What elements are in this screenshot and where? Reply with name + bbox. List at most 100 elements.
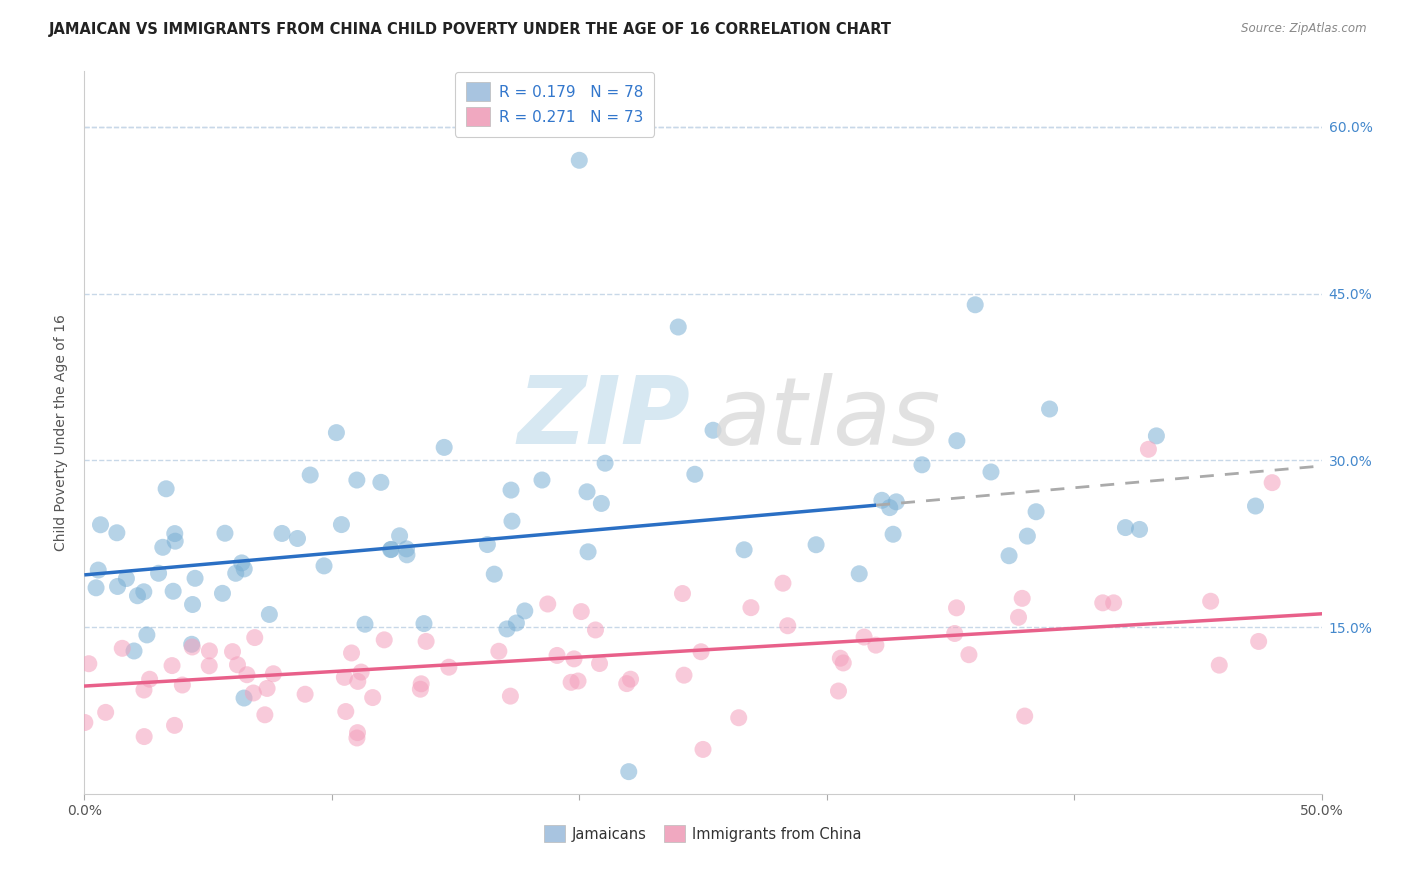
Point: [879, 500, 901, 515]
Point: [499, 483, 522, 497]
Point: [591, 496, 613, 510]
Point: [350, 665, 373, 679]
Point: [911, 458, 934, 472]
Point: [499, 689, 522, 703]
Point: [484, 567, 506, 582]
Point: [132, 584, 155, 599]
Point: [562, 652, 585, 666]
Point: [138, 672, 160, 686]
Point: [122, 644, 145, 658]
Point: [537, 597, 560, 611]
Point: [198, 658, 221, 673]
Point: [87, 563, 110, 577]
Point: [163, 526, 186, 541]
Point: [214, 526, 236, 541]
Point: [388, 529, 411, 543]
Point: [333, 670, 356, 684]
Point: [702, 423, 724, 437]
Point: [593, 456, 616, 470]
Point: [567, 673, 589, 688]
Point: [415, 634, 437, 648]
Point: [330, 517, 353, 532]
Point: [433, 441, 456, 455]
Point: [848, 566, 870, 581]
Y-axis label: Child Poverty Under the Age of 16: Child Poverty Under the Age of 16: [53, 314, 67, 551]
Point: [546, 648, 568, 663]
Point: [496, 622, 519, 636]
Point: [1247, 634, 1270, 648]
Point: [945, 600, 967, 615]
Point: [89, 517, 111, 532]
Point: [211, 586, 233, 600]
Point: [1208, 658, 1230, 673]
Point: [221, 645, 243, 659]
Point: [576, 484, 599, 499]
Point: [127, 589, 149, 603]
Point: [325, 425, 347, 440]
Point: [617, 764, 640, 779]
Point: [84, 581, 107, 595]
Point: [380, 542, 402, 557]
Point: [346, 473, 368, 487]
Point: [671, 586, 693, 600]
Point: [256, 681, 278, 696]
Point: [513, 604, 536, 618]
Point: [1137, 442, 1160, 457]
Point: [233, 562, 256, 576]
Point: [77, 657, 100, 671]
Point: [569, 605, 592, 619]
Point: [312, 558, 335, 573]
Point: [271, 526, 294, 541]
Point: [772, 576, 794, 591]
Point: [560, 675, 582, 690]
Point: [672, 668, 695, 682]
Point: [568, 153, 591, 168]
Point: [832, 656, 855, 670]
Point: [1128, 523, 1150, 537]
Point: [299, 468, 322, 483]
Point: [488, 644, 510, 658]
Point: [373, 632, 395, 647]
Point: [411, 677, 433, 691]
Point: [242, 686, 264, 700]
Text: ZIP: ZIP: [517, 372, 690, 464]
Point: [882, 527, 904, 541]
Point: [160, 658, 183, 673]
Point: [1091, 596, 1114, 610]
Point: [1244, 499, 1267, 513]
Point: [477, 537, 499, 551]
Point: [346, 725, 368, 739]
Point: [395, 548, 418, 562]
Point: [395, 541, 418, 556]
Point: [1011, 591, 1033, 606]
Point: [253, 707, 276, 722]
Point: [776, 619, 799, 633]
Point: [1007, 610, 1029, 624]
Point: [692, 742, 714, 756]
Point: [132, 683, 155, 698]
Point: [1261, 475, 1284, 490]
Text: atlas: atlas: [713, 373, 941, 464]
Point: [501, 514, 523, 528]
Point: [181, 598, 204, 612]
Point: [181, 640, 204, 654]
Point: [1144, 429, 1167, 443]
Point: [294, 687, 316, 701]
Point: [884, 495, 907, 509]
Point: [163, 718, 186, 732]
Point: [530, 473, 553, 487]
Point: [354, 617, 377, 632]
Point: [225, 566, 247, 581]
Point: [115, 572, 138, 586]
Point: [683, 467, 706, 482]
Point: [134, 730, 156, 744]
Point: [148, 566, 170, 581]
Point: [1014, 709, 1036, 723]
Point: [346, 731, 368, 745]
Point: [690, 645, 713, 659]
Point: [870, 493, 893, 508]
Point: [1017, 529, 1039, 543]
Point: [865, 638, 887, 652]
Point: [111, 641, 134, 656]
Point: [1114, 520, 1136, 534]
